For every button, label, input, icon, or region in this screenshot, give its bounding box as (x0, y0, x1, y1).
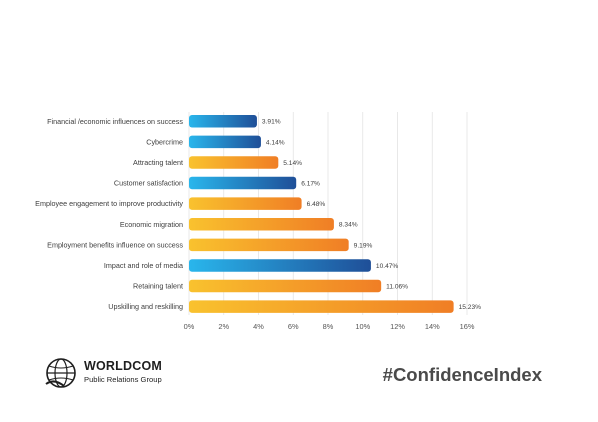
bar (189, 279, 382, 293)
bar (189, 238, 349, 252)
data-label: 6.17% (301, 180, 320, 187)
x-axis-tick-labels: 0% 2% 4% 6% 8% 10% 12% 14% 16% (184, 322, 475, 331)
brand-name: WORLDCOM (84, 359, 162, 373)
x-tick-label: 12% (390, 322, 405, 331)
data-label: 5.14% (283, 160, 302, 167)
bar (189, 115, 257, 128)
category-label: Employee engagement to improve productiv… (35, 199, 183, 208)
data-label: 15.23% (459, 304, 482, 311)
data-label: 11.06% (386, 283, 408, 290)
category-label: Retaining talent (133, 282, 183, 291)
category-label: Upskilling and reskilling (108, 302, 183, 311)
category-label: Customer satisfaction (114, 179, 183, 188)
category-label: Economic migration (120, 220, 183, 229)
category-label: Financial /economic influences on succes… (47, 117, 183, 126)
x-tick-label: 14% (425, 322, 440, 331)
x-tick-label: 0% (184, 322, 195, 331)
category-label: Attracting talent (133, 158, 183, 167)
bar (189, 176, 297, 190)
x-tick-label: 10% (355, 322, 370, 331)
x-tick-label: 6% (288, 322, 299, 331)
bars-group (189, 115, 454, 313)
x-tick-label: 8% (323, 322, 334, 331)
bar (189, 135, 261, 149)
data-label: 6.48% (307, 201, 326, 208)
data-label: 8.34% (339, 222, 358, 229)
brand-subtitle: Public Relations Group (84, 375, 162, 384)
value-labels: 3.91% 4.14% 5.14% 6.17% 6.48% 8.34% 9.19% 10.47… (262, 119, 481, 311)
category-labels: Financial /economic influences on succes… (35, 117, 183, 311)
globe-icon (45, 358, 76, 388)
category-label: Cybercrime (146, 137, 183, 146)
worldcom-logo: WORLDCOM Public Relations Group (44, 356, 204, 396)
category-label: Employment benefits influence on success (47, 240, 183, 249)
category-label: Impact and role of media (104, 261, 183, 270)
data-label: 9.19% (354, 242, 373, 249)
x-tick-label: 16% (460, 322, 475, 331)
bar (189, 259, 371, 272)
bar (189, 197, 302, 210)
bar (189, 218, 334, 231)
data-label: 10.47% (376, 263, 399, 270)
bar (189, 300, 454, 313)
data-label: 4.14% (266, 139, 285, 146)
x-tick-label: 2% (218, 322, 229, 331)
x-tick-label: 4% (253, 322, 264, 331)
bar (189, 156, 279, 169)
hashtag: #ConfidenceIndex (382, 364, 542, 385)
data-label: 3.91% (262, 119, 281, 126)
